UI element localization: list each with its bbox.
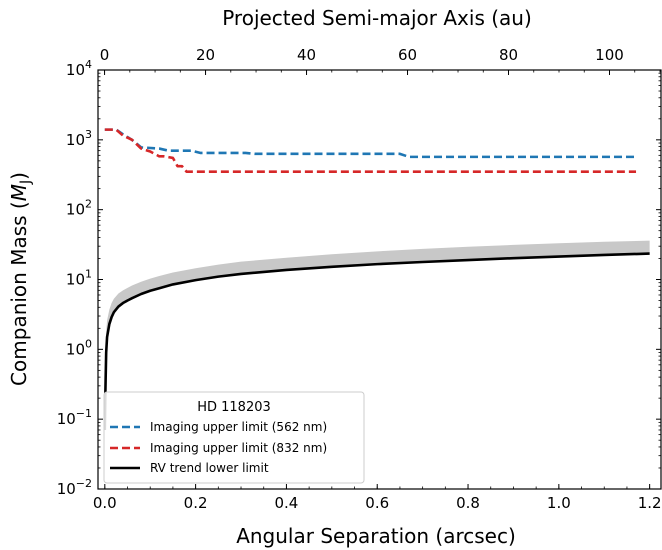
y-tick-label: 101 [66, 268, 92, 289]
y-tick-label: 10−2 [57, 477, 92, 498]
axis-ticks-layer: 0.0 0.2 0.4 0.6 0.8 1.0 1.2 0 20 40 60 80 100 10−2 10−… [57, 46, 662, 512]
x2-axis-title: Projected Semi-major Axis (au) [222, 6, 532, 30]
x-tick-label: 1.0 [547, 494, 571, 512]
series-line-0 [104, 128, 637, 159]
x-tick-label: 0.2 [184, 494, 208, 512]
x-axis-title: Angular Separation (arcsec) [236, 524, 516, 548]
legend-box [103, 391, 365, 484]
x2-tick-label: 80 [499, 46, 518, 64]
legend: HD 118203 Imaging upper limit (562 nm) I… [103, 391, 365, 484]
y-tick-label: 103 [66, 128, 92, 149]
y-tick-label: 102 [66, 198, 92, 219]
x-tick-label: 0.4 [274, 494, 298, 512]
y-tick-label: 100 [66, 337, 92, 358]
legend-label-rv-trend: RV trend lower limit [150, 461, 269, 475]
x2-tick-label: 60 [398, 46, 417, 64]
x-tick-label: 0.8 [456, 494, 480, 512]
x-tick-label: 1.2 [638, 494, 662, 512]
x2-tick-label: 20 [196, 46, 215, 64]
legend-label-832nm: Imaging upper limit (832 nm) [150, 441, 327, 455]
legend-label-562nm: Imaging upper limit (562 nm) [150, 420, 327, 434]
series-line-2 [103, 252, 650, 430]
x2-tick-label: 40 [297, 46, 316, 64]
y-tick-label: 104 [66, 58, 92, 79]
x-tick-label: 0.0 [93, 494, 117, 512]
x2-tick-label: 100 [595, 46, 624, 64]
y-axis-title: Companion Mass (MJ) [7, 172, 34, 386]
y-tick-label: 10−1 [57, 407, 92, 428]
x-tick-label: 0.6 [365, 494, 389, 512]
x2-tick-label: 0 [100, 46, 110, 64]
legend-title: HD 118203 [197, 400, 271, 415]
series-line-1 [104, 128, 637, 173]
series-lines-layer [103, 128, 650, 430]
